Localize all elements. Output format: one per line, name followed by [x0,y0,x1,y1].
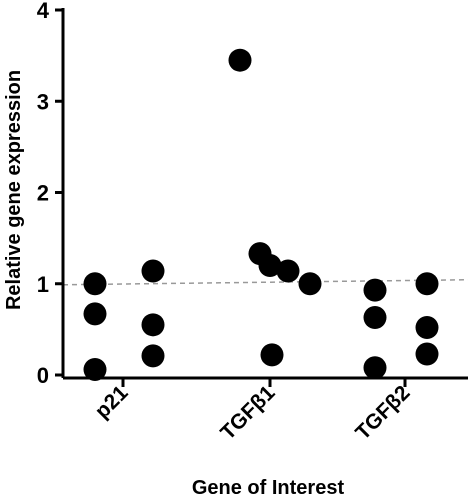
data-point [83,302,107,326]
data-point [363,356,387,380]
reference-line [62,279,469,286]
x-category-label: TGFβ1 [216,381,280,445]
y-tick-label: 3 [37,89,49,114]
data-point [228,48,252,72]
data-point [141,344,165,368]
y-tick-label: 2 [37,181,49,206]
data-point [415,316,439,340]
y-tick-label: 1 [37,272,49,297]
data-point [363,306,387,330]
y-tick-label: 0 [37,363,49,388]
x-axis-title: Gene of Interest [192,477,345,499]
data-point [415,342,439,366]
y-axis-title: Relative gene expression [3,70,25,310]
data-point [141,313,165,337]
data-point [276,259,300,283]
y-tick-label: 4 [37,0,50,23]
x-category-label: p21 [91,381,133,423]
data-point [260,343,284,367]
data-point [258,254,282,277]
data-point [83,358,107,382]
data-point [298,272,322,296]
data-point [415,272,439,296]
data-point [83,272,107,296]
x-category-label: TGFβ2 [351,381,414,444]
data-point [141,259,165,283]
data-point [363,278,387,302]
